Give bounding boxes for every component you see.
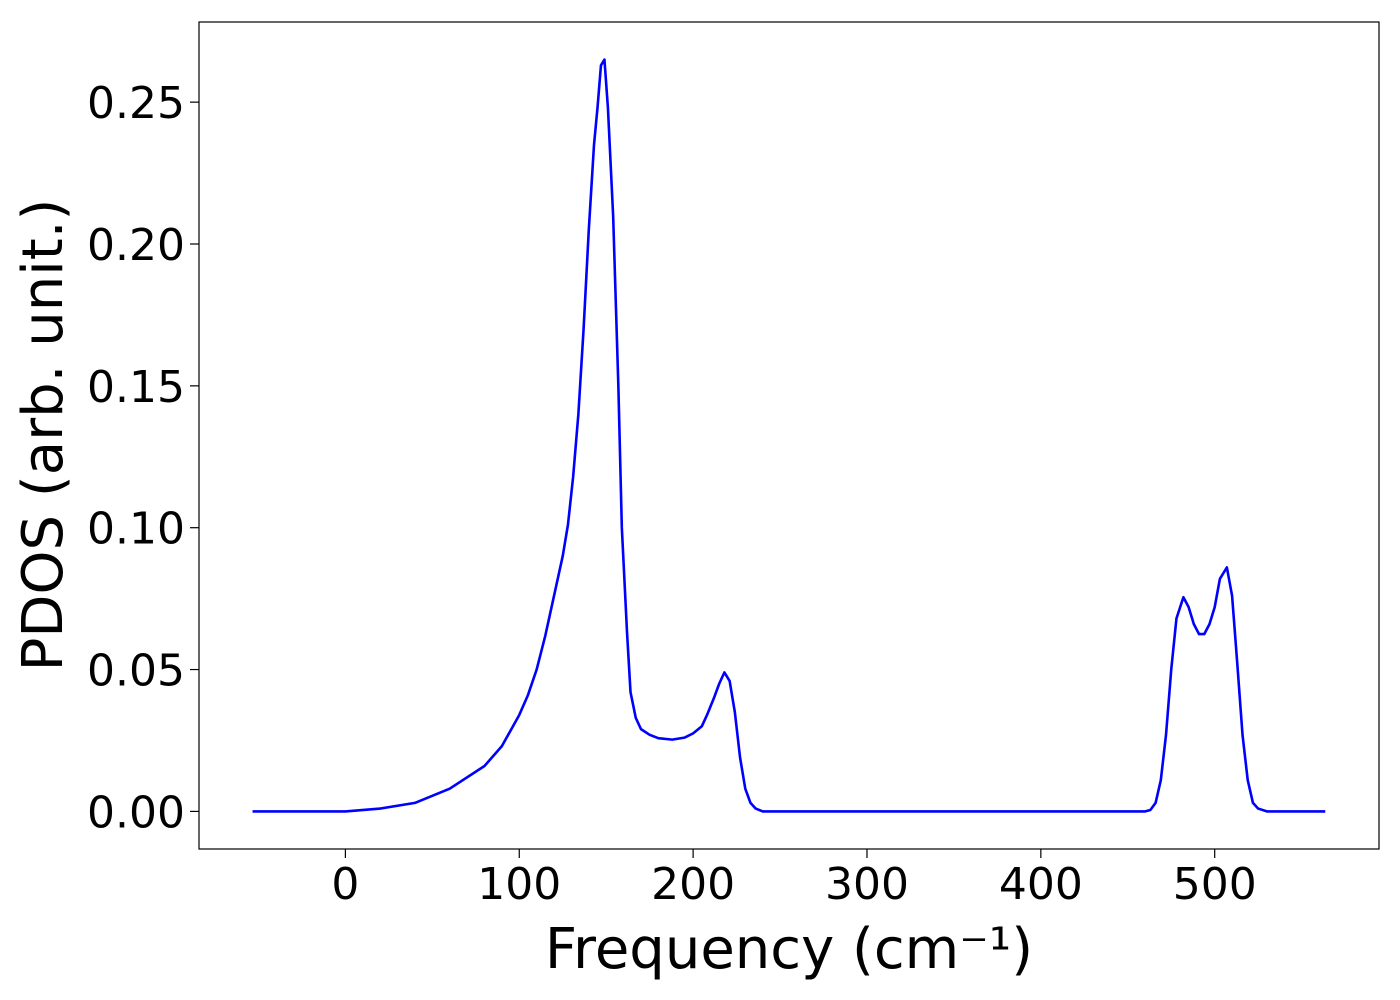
y-tick-label: 0.00 <box>87 787 185 838</box>
y-tick-label: 0.15 <box>87 362 185 413</box>
x-axis-label: Frequency (cm⁻¹) <box>545 917 1033 982</box>
y-axis-label: PDOS (arb. unit.) <box>11 199 76 672</box>
y-tick-label: 0.05 <box>87 646 185 697</box>
y-tick-label: 0.20 <box>87 220 185 271</box>
x-tick-label: 400 <box>999 859 1083 910</box>
line-series <box>252 58 1326 813</box>
y-tick-label: 0.25 <box>87 78 185 129</box>
x-tick-label: 300 <box>825 859 909 910</box>
plot-frame <box>198 21 1380 850</box>
x-tick-label: 0 <box>331 859 359 910</box>
y-tick-label: 0.10 <box>87 504 185 555</box>
x-tick-label: 100 <box>477 859 561 910</box>
x-tick-label: 200 <box>651 859 735 910</box>
x-tick-label: 500 <box>1173 859 1257 910</box>
